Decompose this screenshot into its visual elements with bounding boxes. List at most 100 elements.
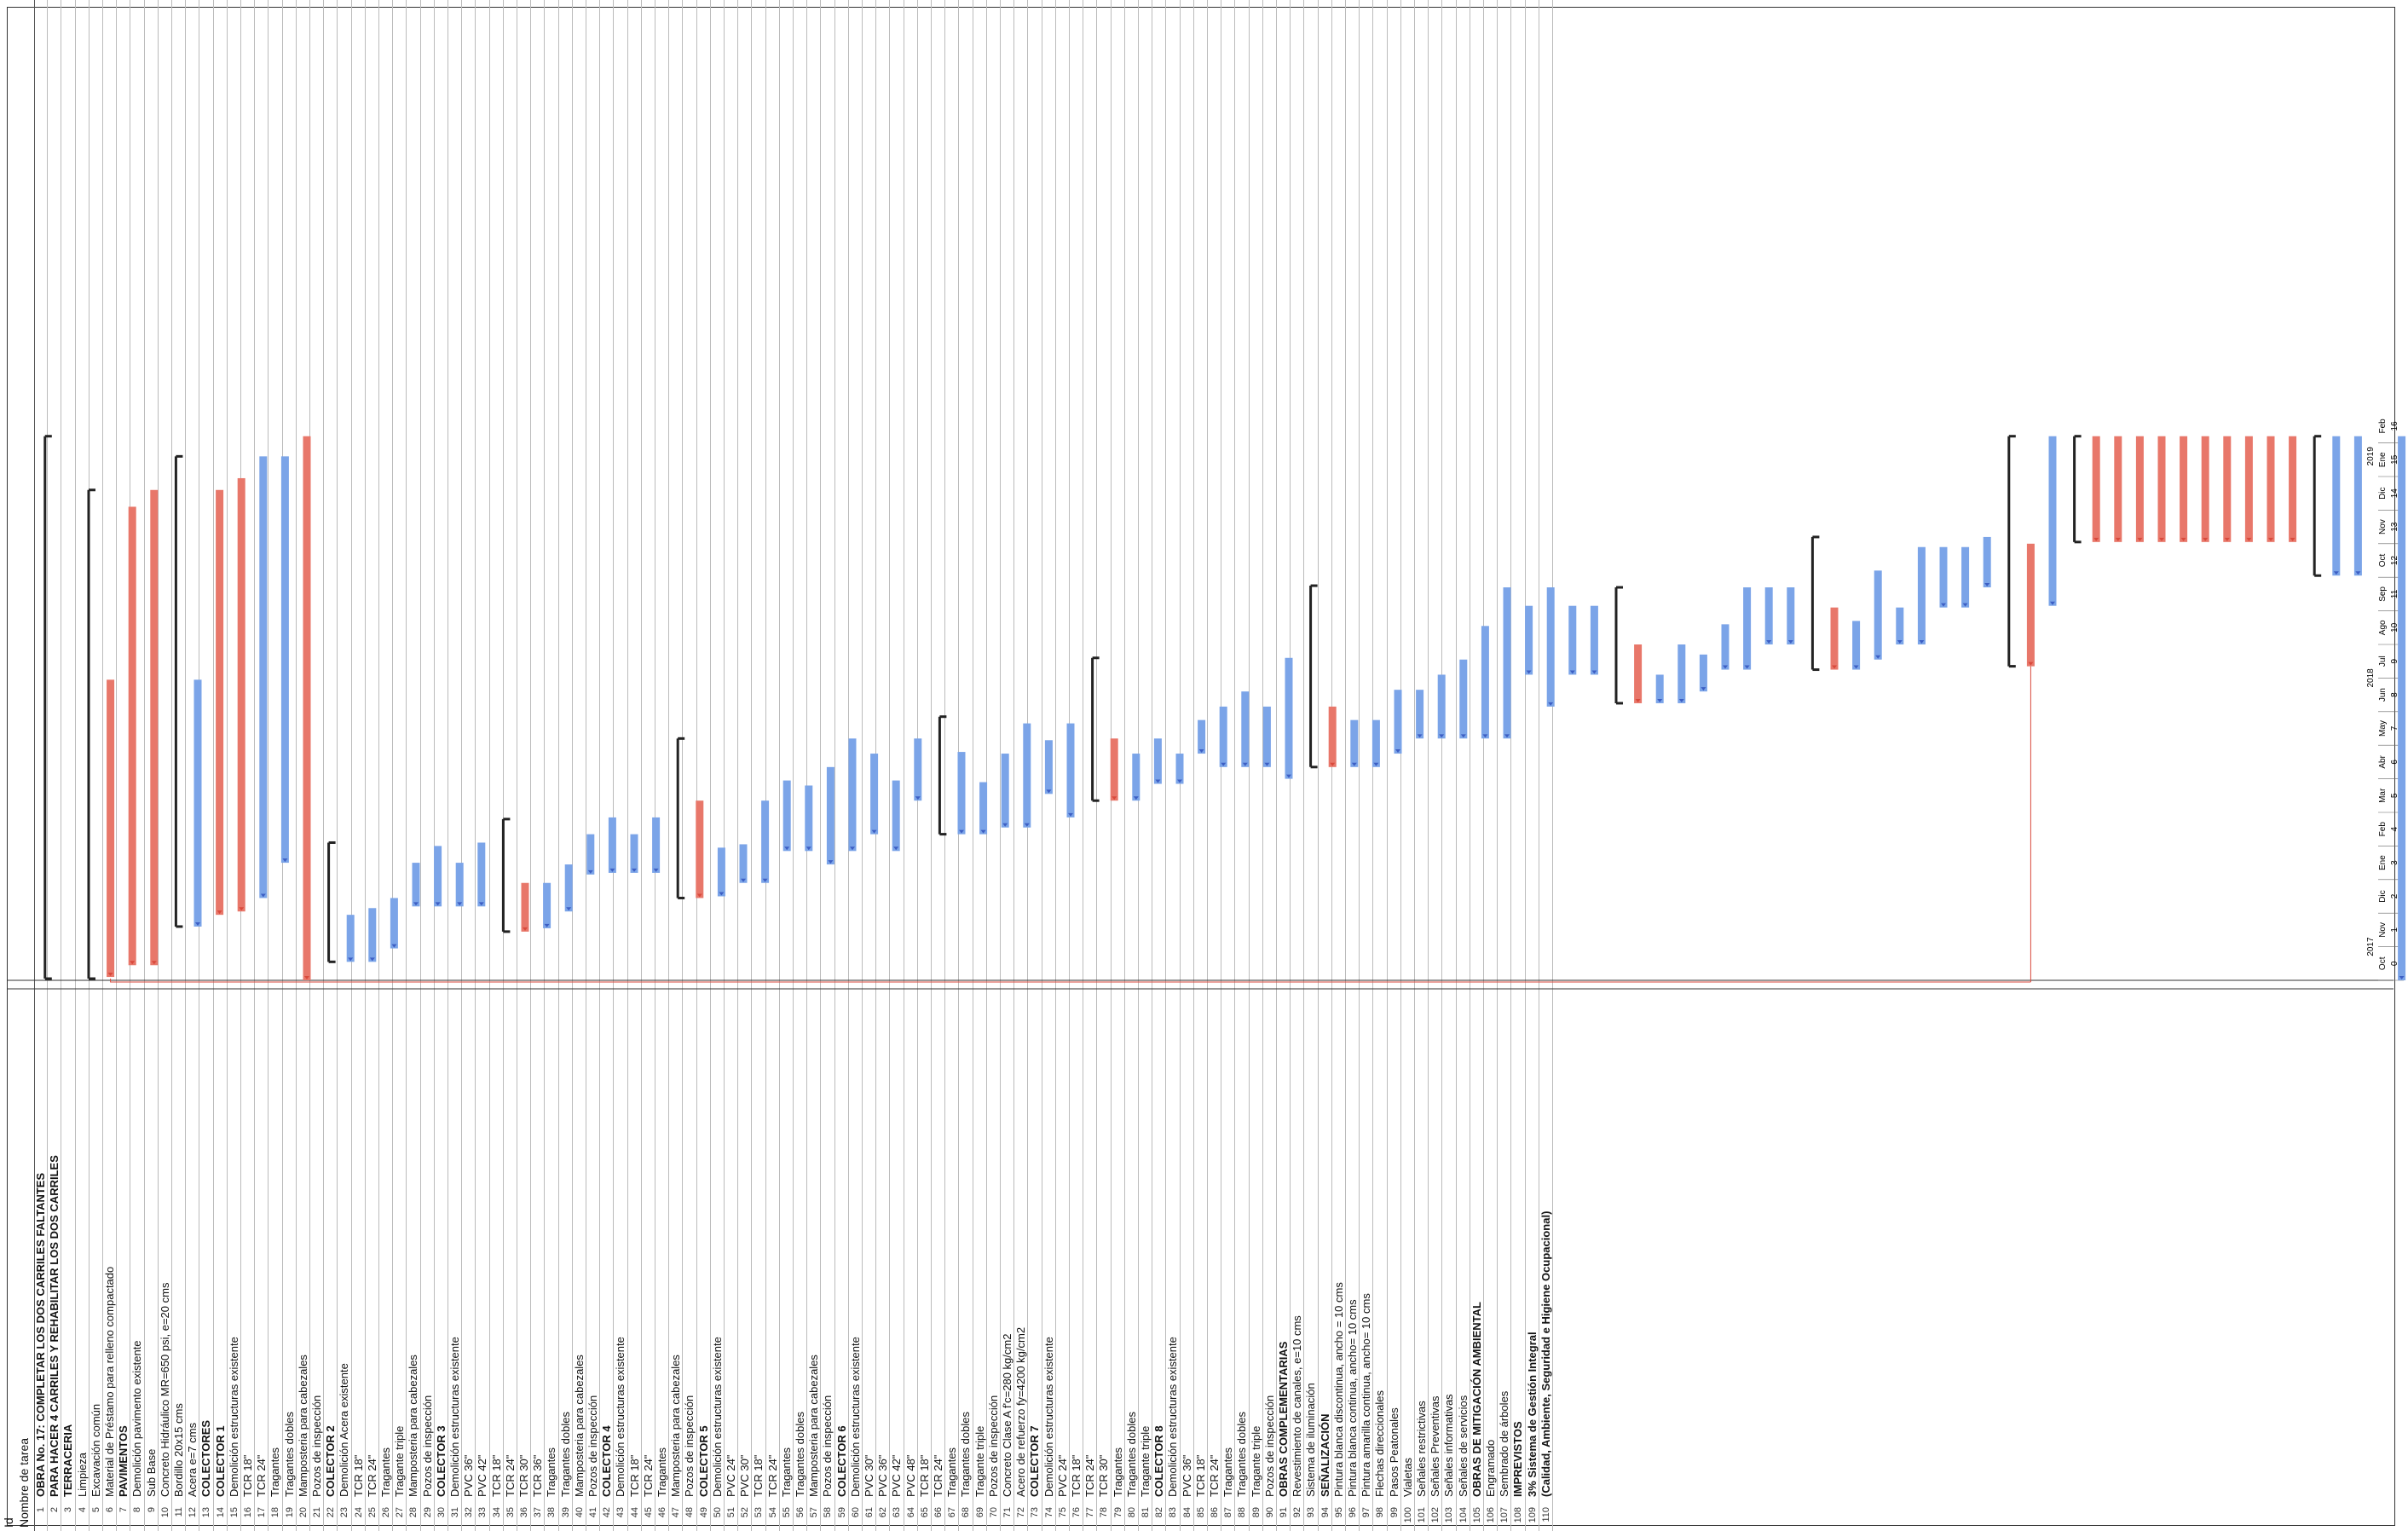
task-bar xyxy=(1001,754,1009,828)
link-arrow xyxy=(1068,812,1073,817)
link-arrow xyxy=(1701,687,1706,691)
link-arrow xyxy=(1984,583,1990,587)
link-arrow xyxy=(2159,537,2164,541)
timescale-month: Ene xyxy=(2378,452,2388,467)
task-bar xyxy=(1503,587,1511,739)
link-arrow xyxy=(1177,779,1182,783)
link-arrow xyxy=(1787,640,1793,644)
timescale-year: 2017 xyxy=(2366,937,2376,956)
timescale-month: Nov xyxy=(2378,922,2388,938)
timescale-month: Dic xyxy=(2378,487,2388,499)
link-arrow xyxy=(217,910,222,915)
link-arrow xyxy=(544,923,550,927)
link-arrow xyxy=(2115,537,2121,541)
link-arrow xyxy=(1286,774,1291,778)
link-arrow xyxy=(2137,537,2143,541)
critical-task-bar xyxy=(2201,436,2209,542)
link-arrow xyxy=(1723,665,1728,669)
link-arrow xyxy=(348,957,354,962)
link-arrow xyxy=(1439,734,1445,738)
task-bar xyxy=(1262,706,1271,767)
link-arrow xyxy=(1002,823,1008,827)
link-arrow xyxy=(1024,823,1030,827)
timescale-month: Abr xyxy=(2378,754,2388,768)
timescale-month: May xyxy=(2378,720,2388,737)
task-bar xyxy=(1546,587,1555,707)
task-bar xyxy=(1437,674,1446,739)
task-bar xyxy=(914,738,922,801)
link-arrow xyxy=(1832,665,1837,669)
task-bar xyxy=(1961,546,1970,608)
link-arrow xyxy=(1657,698,1663,702)
link-arrow xyxy=(1766,640,1772,644)
task-bar xyxy=(1721,624,1729,670)
task-bar xyxy=(1481,626,1489,739)
critical-task-bar xyxy=(521,882,529,932)
timescale-year: 2019 xyxy=(2366,447,2376,466)
timescale-year: 2018 xyxy=(2366,668,2376,688)
task-bar xyxy=(477,842,486,907)
critical-task-bar xyxy=(150,489,159,966)
critical-task-bar xyxy=(2289,436,2297,542)
timescale-month: Nov xyxy=(2378,519,2388,534)
task-bar xyxy=(1416,690,1424,739)
task-bar xyxy=(870,754,879,835)
task-bar xyxy=(1285,657,1293,779)
task-bar xyxy=(1044,740,1053,794)
task-bar xyxy=(1852,621,1861,670)
critical-task-bar xyxy=(1634,644,1643,703)
link-arrow xyxy=(696,893,702,898)
timescale-month: Sep xyxy=(2378,586,2388,602)
task-bar xyxy=(805,785,813,852)
critical-task-bar xyxy=(2223,436,2232,542)
link-arrow xyxy=(260,893,266,898)
page-frame xyxy=(7,7,2395,1526)
timescale-period: 8 xyxy=(2390,692,2399,697)
timescale-month: Oct xyxy=(2378,956,2388,970)
link-arrow xyxy=(282,858,288,863)
link-arrow xyxy=(1526,670,1532,674)
link-arrow xyxy=(871,829,877,834)
task-bar xyxy=(1678,644,1686,703)
critical-task-bar xyxy=(2135,436,2144,542)
task-bar xyxy=(564,864,573,912)
task-bar xyxy=(2353,436,2362,576)
critical-task-bar xyxy=(2157,436,2166,542)
link-arrow xyxy=(2355,571,2361,575)
timescale-month: Mar xyxy=(2378,788,2388,803)
link-arrow xyxy=(239,907,245,911)
task-bar xyxy=(412,863,420,907)
link-arrow xyxy=(1242,762,1248,766)
task-bar xyxy=(1743,587,1752,670)
task-bar xyxy=(1917,546,1926,644)
critical-task-bar xyxy=(107,679,115,978)
timescale-month: Jul xyxy=(2378,656,2388,667)
task-bar xyxy=(1764,587,1773,644)
critical-task-bar xyxy=(2026,543,2035,667)
link-arrow xyxy=(587,869,593,874)
link-arrow xyxy=(850,846,855,851)
link-arrow xyxy=(1569,670,1575,674)
task-bar xyxy=(1874,570,1882,660)
timescale-period: 10 xyxy=(2390,622,2399,633)
critical-task-bar xyxy=(2180,436,2188,542)
link-arrow xyxy=(828,860,834,864)
link-arrow xyxy=(369,957,375,962)
timescale-period: 6 xyxy=(2390,760,2399,765)
critical-task-bar xyxy=(1110,738,1118,801)
task-bar xyxy=(979,782,988,835)
critical-task-bar xyxy=(2114,436,2122,542)
task-bar xyxy=(739,844,748,883)
task-bar xyxy=(1350,719,1359,767)
task-bar xyxy=(1983,536,1991,588)
task-bar xyxy=(652,817,661,873)
link-arrow xyxy=(893,846,899,851)
task-bar xyxy=(1219,706,1227,767)
task-bar xyxy=(782,780,791,852)
critical-task-bar xyxy=(237,477,245,912)
task-bar xyxy=(1066,723,1075,817)
link-arrow xyxy=(2399,976,2405,979)
task-bar xyxy=(826,766,834,865)
link-arrow xyxy=(151,961,157,965)
